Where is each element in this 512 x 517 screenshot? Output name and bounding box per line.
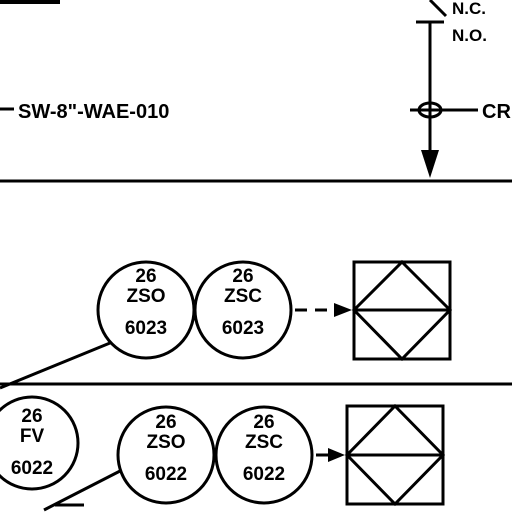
logic-diamond-box	[344, 403, 446, 507]
instrument-bubble: 26 ZSC 6023	[193, 260, 293, 360]
arrow-right-icon	[328, 448, 345, 462]
cr-contact	[410, 101, 478, 119]
svg-text:ZSC: ZSC	[245, 432, 283, 453]
arrow-right-icon	[334, 303, 352, 317]
instrument-bubble: 26 ZSO 6022	[116, 405, 216, 505]
instrument-bubble: 26 ZSC 6022	[214, 405, 314, 505]
line-label: SW-8"-WAE-010	[18, 101, 169, 123]
svg-text:6023: 6023	[222, 318, 264, 339]
svg-text:ZSC: ZSC	[224, 286, 262, 307]
cropped-text-fragment	[0, 0, 60, 4]
svg-text:ZSO: ZSO	[146, 432, 185, 453]
leader-line-upper	[0, 341, 111, 390]
svg-text:6022: 6022	[11, 458, 53, 479]
switch-label-no: N.O.	[452, 26, 487, 45]
leader-line-lower	[43, 468, 123, 512]
instrument-bubble: 26 ZSO 6023	[96, 260, 196, 360]
svg-text:26: 26	[135, 266, 156, 287]
switch-label-nc: N.C.	[452, 0, 486, 18]
signal-line-lower	[316, 448, 345, 462]
svg-text:6022: 6022	[145, 464, 187, 485]
svg-text:ZSO: ZSO	[126, 286, 165, 307]
svg-text:26: 26	[155, 412, 176, 433]
svg-text:6022: 6022	[243, 464, 285, 485]
instrument-bubble: 26 FV 6022	[0, 395, 80, 491]
svg-text:26: 26	[253, 412, 274, 433]
svg-text:FV: FV	[20, 426, 45, 447]
logic-diamond-box	[351, 259, 453, 362]
svg-text:26: 26	[232, 266, 253, 287]
svg-text:26: 26	[21, 406, 42, 427]
arrow-down-icon	[421, 150, 439, 178]
switch-symbol	[416, 0, 448, 160]
cr-label: CR	[482, 101, 511, 123]
signal-line-upper	[295, 303, 352, 317]
svg-text:6023: 6023	[125, 318, 167, 339]
